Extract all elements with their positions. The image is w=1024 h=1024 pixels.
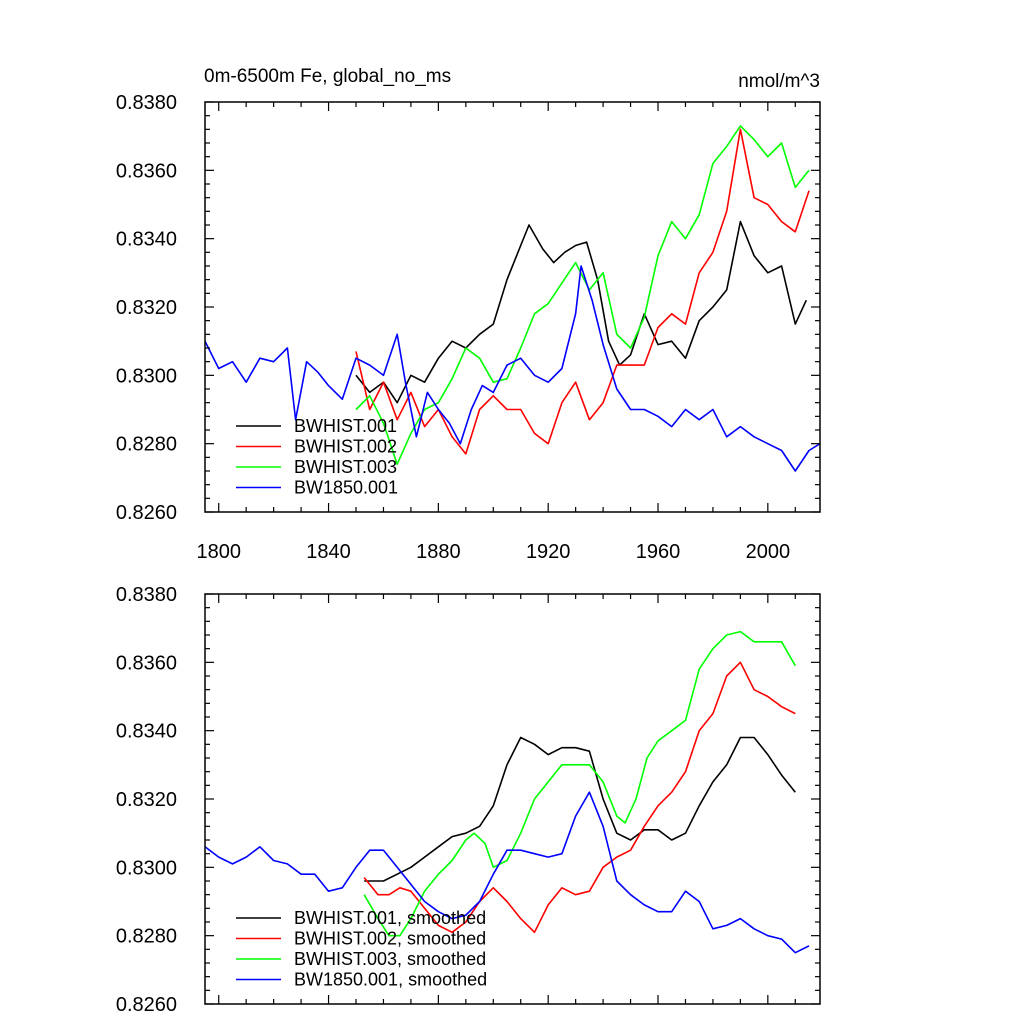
units-label: nmol/m^3: [738, 71, 820, 92]
y-tick-label: 0.8360: [116, 160, 177, 182]
legend-label-2: BWHIST.003: [294, 457, 397, 477]
chart-title: 0m-6500m Fe, global_no_ms: [204, 66, 451, 87]
y-tick-label: 0.8260: [116, 994, 177, 1016]
bottom-panel: 0.8260 0.8280 0.8300 0.8320 0.8340 0.8360 0.83…: [116, 584, 821, 1016]
x-tick-label: 1960: [636, 541, 681, 563]
y-tick-label: 0.8300: [116, 365, 177, 387]
x-tick-label: 1880: [416, 541, 461, 563]
series-line-2: [363, 630, 796, 937]
series-layer-top: [205, 125, 820, 472]
x-tick-label: 1800: [196, 541, 241, 563]
y-tick-label: 0.8300: [116, 857, 177, 879]
y-tick-label: 0.8340: [116, 721, 177, 743]
y-tick-label: 0.8360: [116, 652, 177, 674]
legend-label-3: BW1850.001, smoothed: [294, 970, 487, 990]
series-line-2: [355, 125, 810, 466]
x-tick-label: 2000: [746, 541, 791, 563]
axes-top: 0.8260 0.8280 0.8300 0.8320 0.8340 0.8360 0.83…: [116, 92, 821, 563]
series-layer-bottom: [205, 630, 810, 954]
legend-label-1: BWHIST.002, smoothed: [294, 929, 486, 949]
y-tick-label: 0.8340: [116, 229, 177, 251]
x-tick-label: 1840: [306, 541, 351, 563]
legend-label-2: BWHIST.003, smoothed: [294, 949, 486, 969]
y-tick-label: 0.8260: [116, 502, 177, 524]
y-tick-label: 0.8320: [116, 297, 177, 319]
series-line-1: [363, 661, 796, 934]
series-line-1: [355, 128, 810, 455]
legend-label-3: BW1850.001: [294, 478, 398, 498]
series-line-0: [364, 736, 796, 882]
series-line-0: [355, 220, 808, 404]
series-line-3: [205, 791, 810, 954]
y-tick-label: 0.8320: [116, 789, 177, 811]
legend-label-0: BWHIST.001: [294, 416, 397, 436]
legend-label-0: BWHIST.001, smoothed: [294, 908, 486, 928]
legend-label-1: BWHIST.002: [294, 437, 397, 457]
top-panel: 0m-6500m Fe, global_no_ms nmol/m^3 0.826…: [116, 66, 821, 563]
y-tick-label: 0.8280: [116, 926, 177, 948]
y-tick-label: 0.8280: [116, 434, 177, 456]
series-line-3: [205, 265, 820, 472]
axes-bottom: 0.8260 0.8280 0.8300 0.8320 0.8340 0.8360 0.83…: [116, 584, 821, 1016]
y-tick-label: 0.8380: [116, 584, 177, 606]
x-tick-label: 1920: [526, 541, 571, 563]
y-tick-label: 0.8380: [116, 92, 177, 114]
